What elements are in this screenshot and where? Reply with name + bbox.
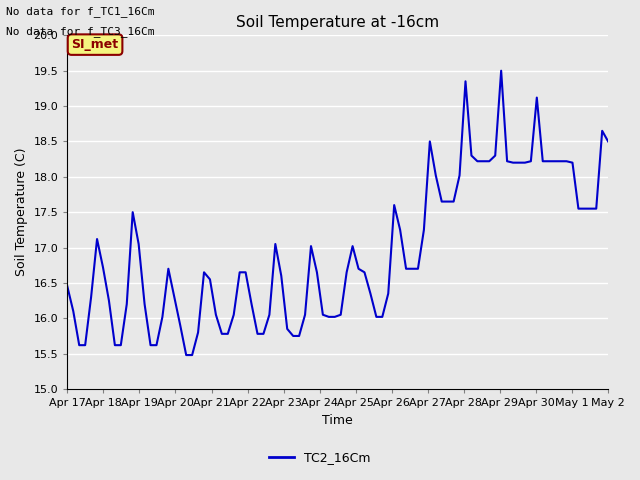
Text: SI_met: SI_met bbox=[72, 38, 118, 51]
Text: No data for f_TC3_16Cm: No data for f_TC3_16Cm bbox=[6, 25, 155, 36]
X-axis label: Time: Time bbox=[323, 414, 353, 427]
Text: No data for f_TC1_16Cm: No data for f_TC1_16Cm bbox=[6, 6, 155, 17]
Legend: TC2_16Cm: TC2_16Cm bbox=[264, 446, 376, 469]
Title: Soil Temperature at -16cm: Soil Temperature at -16cm bbox=[236, 15, 439, 30]
Y-axis label: Soil Temperature (C): Soil Temperature (C) bbox=[15, 148, 28, 276]
